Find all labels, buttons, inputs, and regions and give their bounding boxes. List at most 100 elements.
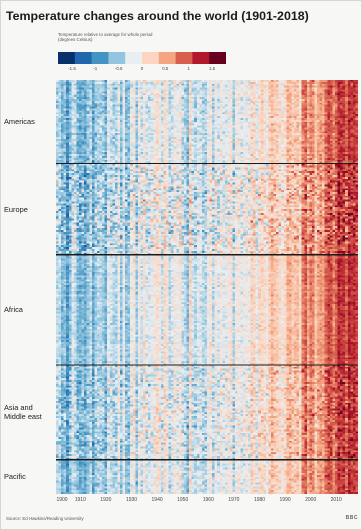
heatmap-cell <box>276 127 279 129</box>
heatmap-cell <box>332 154 335 156</box>
heatmap-cell <box>343 133 346 135</box>
heatmap-cell <box>243 126 246 128</box>
heatmap-cell <box>92 145 95 147</box>
heatmap-cell <box>268 135 271 137</box>
heatmap-cell <box>251 86 254 88</box>
heatmap-cell <box>194 103 197 105</box>
heatmap-cell <box>210 145 213 147</box>
heatmap-cell <box>135 137 138 139</box>
heatmap-cell <box>317 145 320 147</box>
heatmap-cell <box>289 107 292 109</box>
heatmap-cell <box>194 97 197 99</box>
heatmap-cell <box>153 135 156 137</box>
heatmap-cell <box>140 118 143 120</box>
heatmap-cell <box>87 127 90 129</box>
heatmap-cell <box>79 116 82 118</box>
heatmap-cell <box>110 116 113 118</box>
heatmap-cell <box>350 150 353 152</box>
heatmap-cell <box>263 129 266 131</box>
heatmap-cell <box>222 93 225 95</box>
heatmap-cell <box>317 84 320 86</box>
heatmap-cell <box>294 91 297 93</box>
heatmap-cell <box>187 131 190 133</box>
heatmap-cell <box>92 135 95 137</box>
heatmap-cell <box>115 154 118 156</box>
heatmap-cell <box>94 90 97 92</box>
heatmap-cell <box>268 107 271 109</box>
heatmap-cell <box>261 80 264 82</box>
heatmap-cell <box>146 110 149 112</box>
heatmap-cell <box>97 145 100 147</box>
heatmap-cell <box>158 139 161 141</box>
heatmap-cell <box>187 95 190 97</box>
heatmap-cell <box>240 107 243 109</box>
heatmap-cell <box>320 84 323 86</box>
heatmap-cell <box>199 133 202 135</box>
heatmap-cell <box>240 90 243 92</box>
heatmap-cell <box>327 141 330 143</box>
heatmap-cell <box>71 143 74 145</box>
heatmap-cell <box>94 152 97 154</box>
heatmap-cell <box>245 120 248 122</box>
heatmap-cell <box>61 143 64 145</box>
heatmap-cell <box>355 127 358 129</box>
heatmap-cell <box>335 110 338 112</box>
heatmap-cell <box>263 150 266 152</box>
heatmap-cell <box>79 141 82 143</box>
heatmap-cell <box>248 99 251 101</box>
heatmap-cell <box>97 91 100 93</box>
heatmap-cell <box>133 135 136 137</box>
heatmap-cell <box>202 150 205 152</box>
heatmap-cell <box>102 116 105 118</box>
heatmap-cell <box>194 129 197 131</box>
heatmap-cell <box>355 105 358 107</box>
heatmap-cell <box>192 86 195 88</box>
heatmap-cell <box>263 95 266 97</box>
heatmap-cell <box>192 116 195 118</box>
heatmap-cell <box>350 93 353 95</box>
heatmap-cell <box>123 156 126 158</box>
heatmap-cell <box>100 110 103 112</box>
heatmap-cell <box>138 88 141 90</box>
heatmap-cell <box>71 103 74 105</box>
heatmap-cell <box>243 156 246 158</box>
heatmap-cell <box>317 122 320 124</box>
heatmap-cell <box>256 127 259 129</box>
heatmap-cell <box>102 80 105 82</box>
heatmap-cell <box>130 114 133 116</box>
heatmap-cell <box>343 126 346 128</box>
heatmap-cell <box>348 126 351 128</box>
heatmap-cell <box>215 82 218 84</box>
heatmap-cell <box>325 101 328 103</box>
heatmap-cell <box>253 146 256 148</box>
heatmap-cell <box>320 127 323 129</box>
heatmap-cell <box>102 95 105 97</box>
heatmap-cell <box>100 116 103 118</box>
heatmap-cell <box>256 105 259 107</box>
heatmap-cell <box>261 97 264 99</box>
heatmap-cell <box>338 118 341 120</box>
heatmap-cell <box>220 101 223 103</box>
heatmap-cell <box>309 141 312 143</box>
heatmap-cell <box>263 135 266 137</box>
heatmap-cell <box>181 91 184 93</box>
heatmap-cell <box>220 108 223 110</box>
heatmap-cell <box>161 150 164 152</box>
heatmap-cell <box>233 146 236 148</box>
heatmap-cell <box>171 91 174 93</box>
heatmap-cell <box>181 114 184 116</box>
heatmap-cell <box>297 156 300 158</box>
heatmap-cell <box>248 131 251 133</box>
heatmap-cell <box>84 154 87 156</box>
heatmap-cell <box>253 148 256 150</box>
heatmap-cell <box>120 139 123 141</box>
heatmap-cell <box>299 108 302 110</box>
heatmap-cell <box>227 116 230 118</box>
heatmap-cell <box>107 118 110 120</box>
heatmap-cell <box>266 112 269 114</box>
heatmap-cell <box>215 124 218 126</box>
heatmap-cell <box>340 127 343 129</box>
heatmap-cell <box>235 143 238 145</box>
heatmap-cell <box>130 99 133 101</box>
heatmap-cell <box>76 126 79 128</box>
